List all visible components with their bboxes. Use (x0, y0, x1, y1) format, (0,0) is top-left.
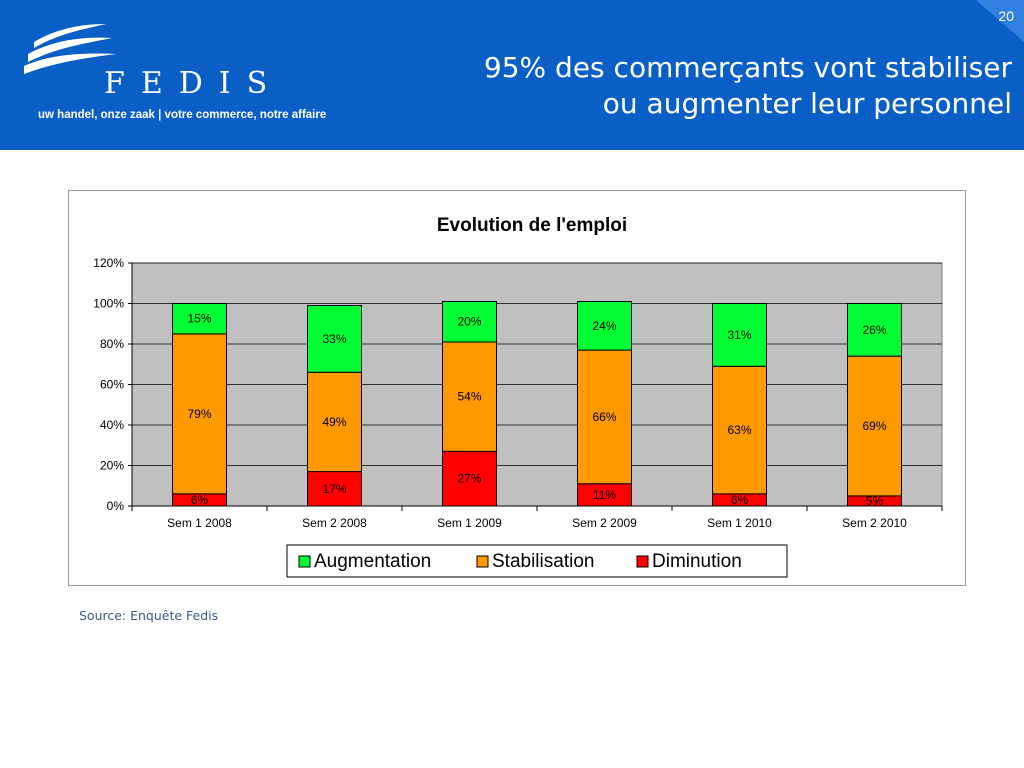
data-label: 33% (322, 332, 346, 346)
data-label: 6% (731, 493, 749, 507)
legend-box (286, 544, 788, 578)
bar-augmentation (172, 303, 227, 335)
stacked-bar-chart: Evolution de l'emploi 0% 20% 40% 60% 80% 100% 1… (93, 215, 943, 578)
data-label: 31% (727, 328, 751, 342)
legend-label-diminution: Diminution (652, 551, 742, 572)
data-label: 27% (457, 472, 481, 486)
page-title: 95% des commerçants vont stabiliser ou a… (484, 50, 1012, 122)
y-tick-label: 0% (107, 499, 125, 513)
data-label: 54% (457, 390, 481, 404)
data-label: 20% (457, 315, 481, 329)
wave-logo-icon (24, 24, 116, 74)
bar-augmentation (442, 300, 497, 343)
data-label: 24% (592, 319, 616, 333)
data-label: 69% (862, 419, 886, 433)
legend-label-stabilisation: Stabilisation (492, 551, 594, 572)
y-tick-label: 120% (93, 256, 124, 270)
bar-stabilisation (442, 341, 497, 452)
data-label: 6% (191, 493, 209, 507)
brand-name: FEDIS (104, 66, 284, 101)
bar-stabilisation (847, 355, 902, 497)
x-tick-label: Sem 2 2010 (842, 516, 907, 530)
legend-swatch-stabilisation (476, 555, 489, 568)
data-label: 11% (593, 488, 616, 502)
brand-tagline: uw handel, onze zaak | votre commerce, n… (38, 109, 327, 121)
legend-swatch-diminution (636, 555, 649, 568)
data-label: 49% (322, 415, 346, 429)
data-label: 79% (187, 407, 211, 421)
bar-stabilisation (307, 371, 362, 473)
data-label: 17% (322, 482, 346, 496)
legend-swatch-augmentation (298, 555, 311, 568)
bar-stabilisation (577, 349, 632, 485)
x-tick-label: Sem 2 2008 (302, 516, 367, 530)
data-label: 66% (592, 410, 616, 424)
fedis-logo: FEDIS uw handel, onze zaak | votre comme… (16, 18, 336, 121)
slide-number: 20 (998, 8, 1014, 24)
bar-stabilisation (172, 333, 227, 495)
title-line-1: 95% des commerçants vont stabiliser (483, 51, 1012, 84)
y-tick-label: 100% (93, 297, 124, 311)
x-tick-label: Sem 2 2009 (572, 516, 637, 530)
bar-diminution (442, 450, 497, 507)
bar-augmentation (577, 300, 632, 351)
bar-augmentation (712, 303, 767, 367)
y-tick-label: 20% (100, 459, 124, 473)
source-note: Source: Enquête Fedis (79, 608, 219, 623)
chart-container: Evolution de l'emploi 0% 20% 40% 60% 80% 100% 1… (68, 190, 966, 586)
title-line-2: ou augmenter leur personnel (602, 87, 1012, 120)
y-tick-label: 60% (100, 378, 124, 392)
data-label: 15% (187, 312, 211, 326)
corner-fold-icon (976, 0, 1024, 42)
bar-augmentation (307, 305, 362, 373)
data-label: 26% (862, 323, 886, 337)
x-tick-label: Sem 1 2010 (707, 516, 772, 530)
x-tick-label: Sem 1 2009 (437, 516, 502, 530)
data-label: 5% (866, 494, 884, 508)
bar-stabilisation (712, 365, 767, 495)
data-label: 63% (727, 423, 751, 437)
legend-label-augmentation: Augmentation (314, 551, 431, 572)
chart-title: Evolution de l'emploi (437, 215, 627, 236)
bar-augmentation (847, 303, 902, 357)
header-banner: FEDIS uw handel, onze zaak | votre comme… (0, 0, 1024, 150)
y-tick-label: 40% (100, 418, 124, 432)
y-tick-label: 80% (100, 337, 124, 351)
x-tick-label: Sem 1 2008 (167, 516, 232, 530)
